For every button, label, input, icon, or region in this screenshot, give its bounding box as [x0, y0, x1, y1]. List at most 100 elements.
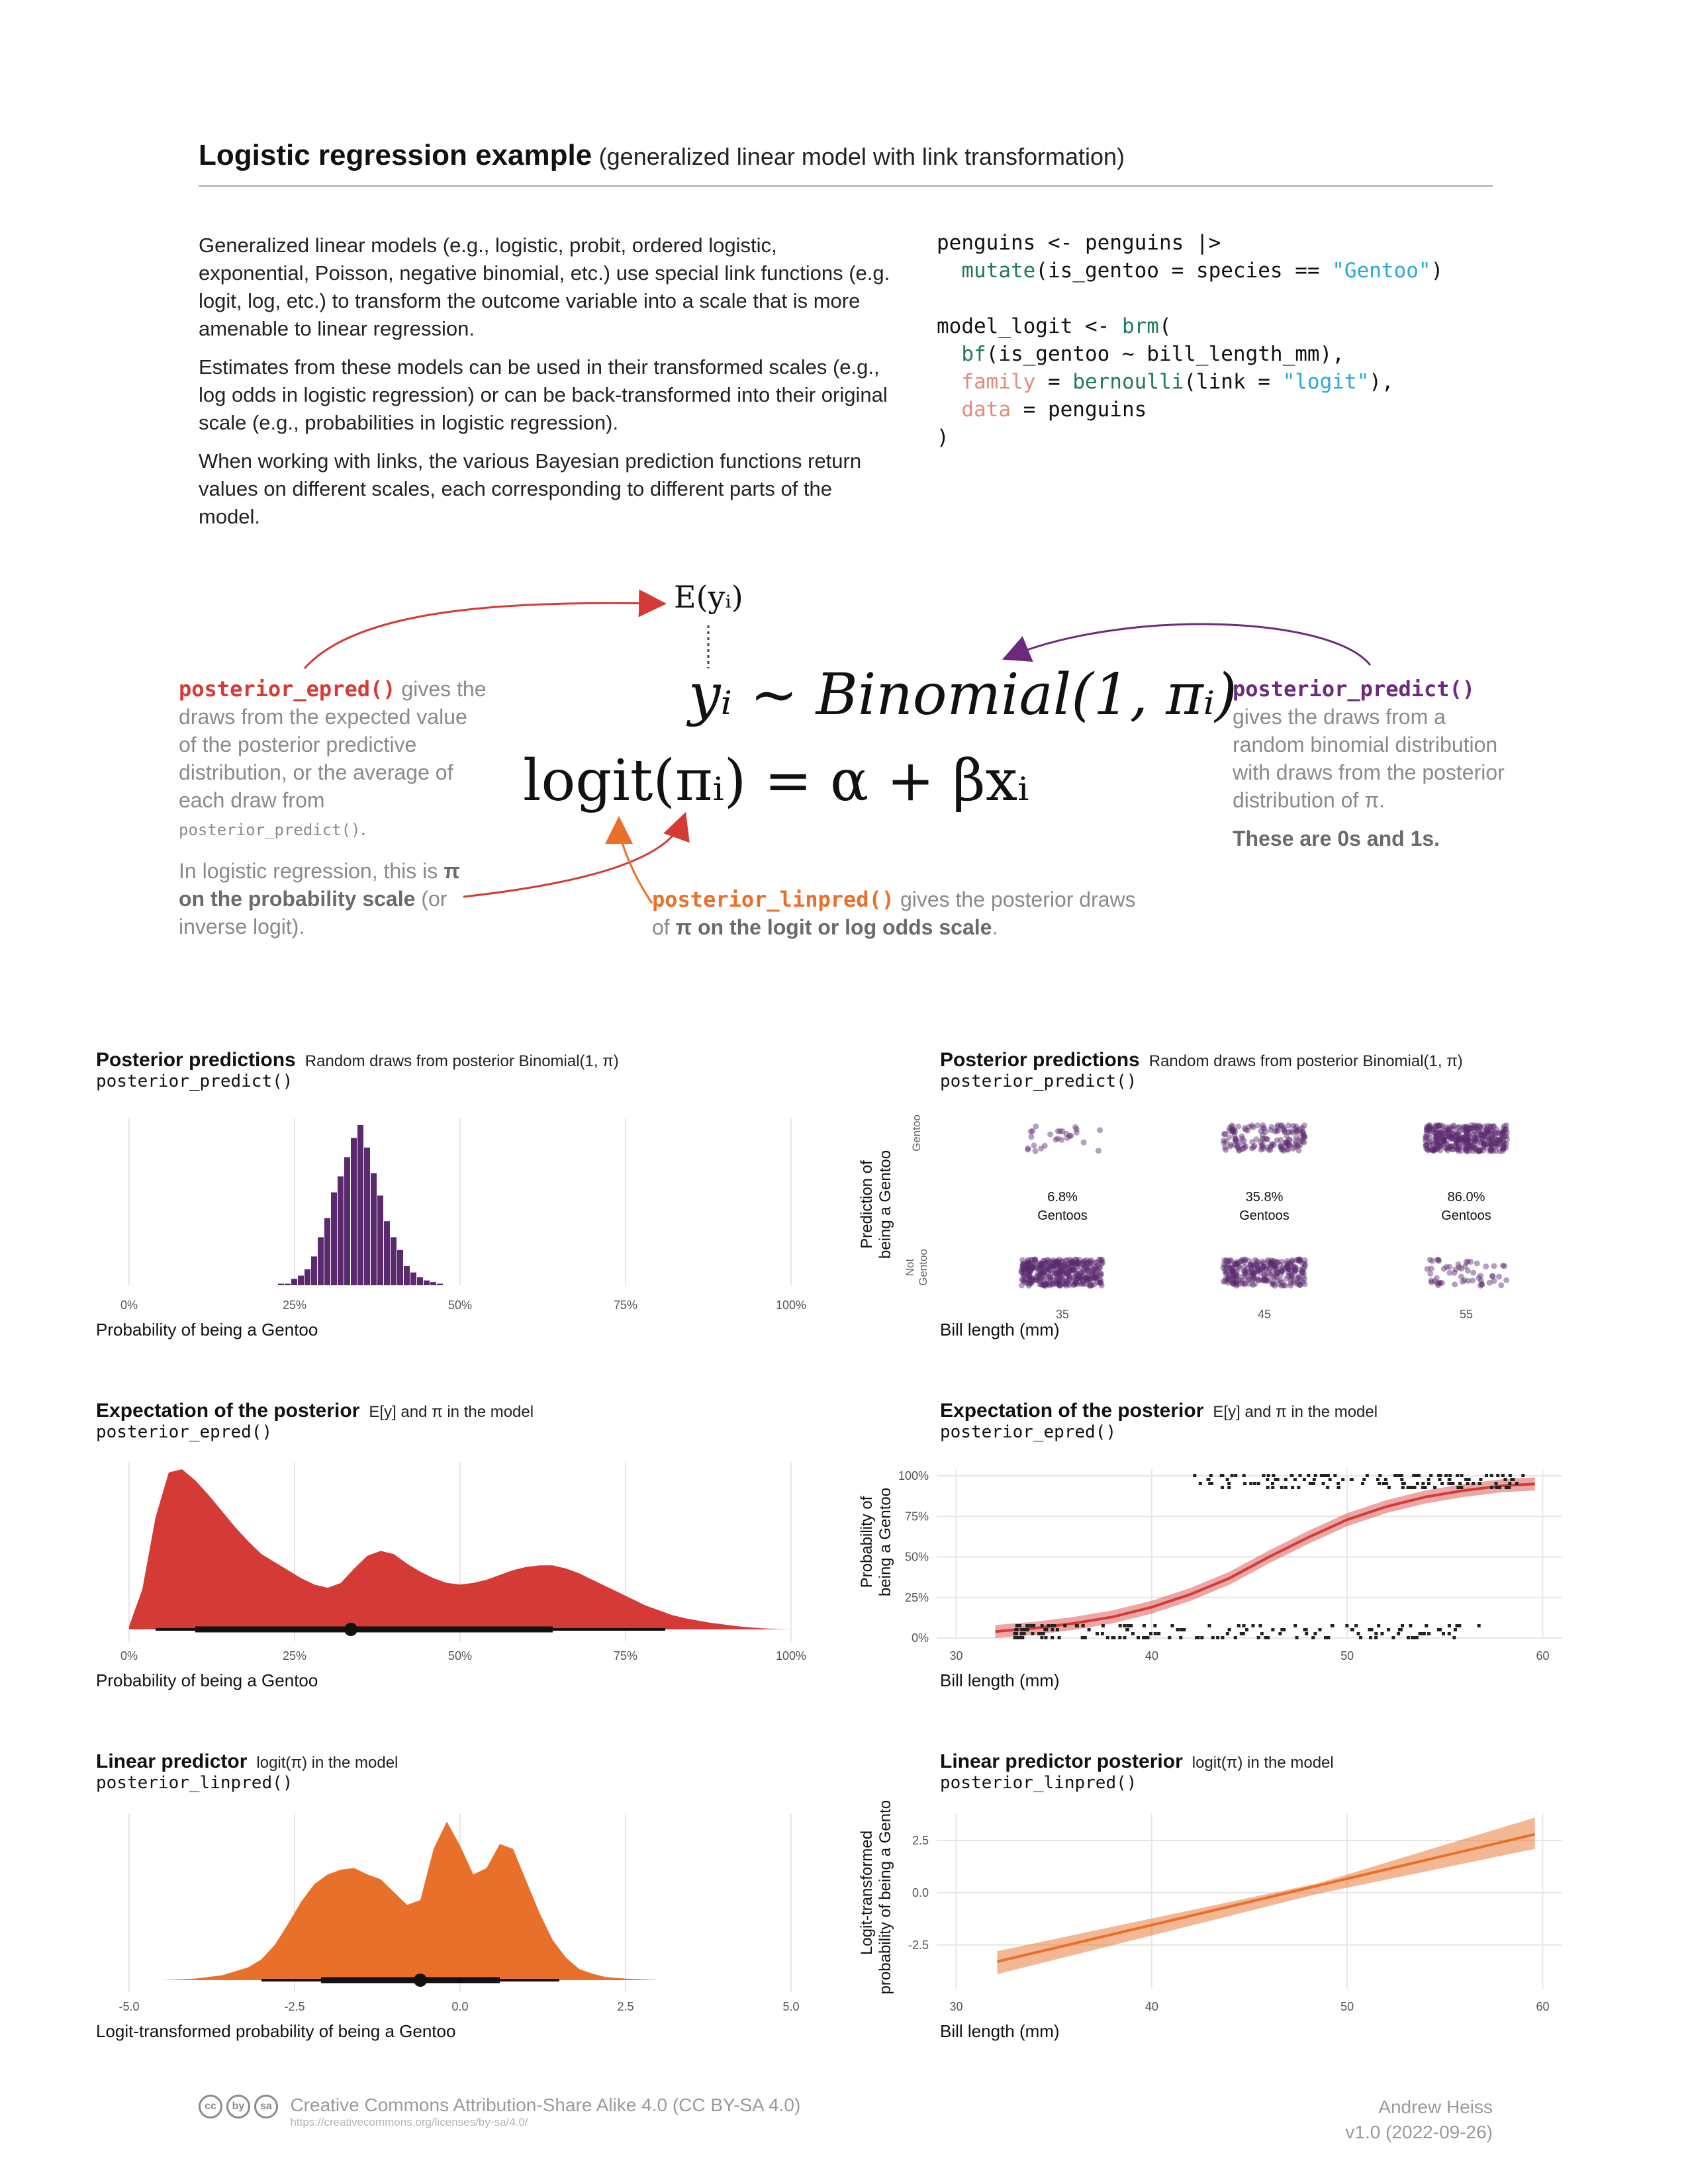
gentoo-dot [1479, 1134, 1485, 1141]
gentoo-dot [1028, 1134, 1035, 1140]
gentoo-dot [1463, 1128, 1470, 1134]
gentoo-dot [1286, 1141, 1292, 1148]
gentoo-dot [1285, 1122, 1291, 1129]
not-gentoo-dot [1056, 1282, 1062, 1289]
not-gentoo-dot [1072, 1279, 1079, 1286]
gentoo-dot [1434, 1145, 1440, 1152]
not-gentoo-dot [1051, 1262, 1058, 1269]
not-gentoo-rug-point [1447, 1632, 1451, 1635]
gentoo-dot [1433, 1133, 1440, 1140]
not-gentoo-dot [1233, 1274, 1239, 1281]
not-gentoo-dot [1033, 1273, 1040, 1280]
x-tick-label: 0% [120, 1649, 138, 1662]
y-axis-label-1: Logit-transformed [858, 1831, 876, 1955]
gentoo-dot [1293, 1123, 1299, 1130]
not-gentoo-dot [1083, 1259, 1090, 1266]
not-gentoo-dot [1090, 1267, 1096, 1274]
gentoo-rug-point [1198, 1482, 1202, 1485]
gentoo-rug-point [1456, 1474, 1460, 1477]
not-gentoo-dot [1056, 1263, 1063, 1269]
not-gentoo-dot [1082, 1275, 1089, 1281]
gentoo-dot [1260, 1122, 1266, 1128]
histogram-bar [377, 1195, 383, 1285]
not-gentoo-rug-point [1087, 1628, 1091, 1631]
gentoo-dot [1501, 1144, 1507, 1151]
not-gentoo-dot [1296, 1258, 1303, 1265]
gentoo-dot [1299, 1128, 1306, 1135]
gentoo-dot [1064, 1134, 1070, 1141]
gentoo-dot [1427, 1123, 1433, 1130]
not-gentoo-dot [1288, 1280, 1294, 1287]
gentoo-rug-point [1266, 1474, 1270, 1477]
not-gentoo-dot [1503, 1277, 1510, 1283]
not-gentoo-dot [1260, 1277, 1267, 1284]
gentoo-dot [1267, 1146, 1274, 1153]
gentoo-dot [1462, 1128, 1469, 1134]
gentoo-dot [1439, 1130, 1446, 1137]
gentoo-dot [1456, 1144, 1463, 1150]
gentoo-dot [1500, 1143, 1507, 1150]
not-gentoo-dot [1029, 1275, 1035, 1282]
not-gentoo-dot [1254, 1259, 1261, 1266]
not-gentoo-dot [1458, 1273, 1464, 1280]
gentoo-dot [1259, 1144, 1266, 1150]
not-gentoo-dot [1092, 1271, 1098, 1278]
not-gentoo-dot [1041, 1283, 1047, 1289]
panel-subtitle: Random draws from posterior Binomial(1, … [305, 1052, 619, 1070]
gentoo-dot [1427, 1146, 1434, 1153]
not-gentoo-dot [1049, 1263, 1055, 1269]
gentoo-dot [1278, 1146, 1285, 1153]
not-gentoo-dot [1074, 1275, 1081, 1282]
gentoo-dot [1453, 1143, 1460, 1150]
not-gentoo-dot [1427, 1270, 1434, 1277]
gentoo-dot [1441, 1130, 1448, 1137]
gentoo-dot [1241, 1142, 1247, 1148]
gentoo-rug-point [1298, 1474, 1302, 1477]
gentoo-dot [1423, 1124, 1430, 1130]
not-gentoo-dot [1278, 1282, 1285, 1289]
not-gentoo-rug-point [1039, 1632, 1043, 1635]
not-gentoo-dot [1051, 1279, 1057, 1286]
author-footer: Andrew Heiss v1.0 (2022-09-26) [1345, 2095, 1493, 2145]
not-gentoo-dot [1059, 1270, 1066, 1277]
not-gentoo-dot [1460, 1279, 1466, 1285]
not-gentoo-dot [1027, 1268, 1033, 1275]
gentoo-rug-point [1494, 1482, 1498, 1485]
gentoo-dot [1488, 1131, 1495, 1138]
not-gentoo-dot [1227, 1258, 1234, 1265]
not-gentoo-rug-point [1221, 1636, 1225, 1639]
not-gentoo-dot [1062, 1278, 1069, 1285]
not-gentoo-dot [1070, 1278, 1077, 1285]
gentoo-dot [1282, 1140, 1289, 1147]
not-gentoo-dot [1077, 1273, 1084, 1280]
not-gentoo-dot [1254, 1265, 1261, 1272]
not-gentoo-rug-point [1241, 1632, 1245, 1635]
gentoo-dot [1434, 1141, 1440, 1148]
panel-title: Linear predictor [96, 1751, 248, 1772]
not-gentoo-dot [1086, 1276, 1092, 1283]
license-url[interactable]: https://creativecommons.org/licenses/by-… [290, 2116, 528, 2128]
x-tick-label: 0% [120, 1298, 138, 1312]
not-gentoo-dot [1093, 1270, 1100, 1277]
gentoo-dot [1499, 1130, 1505, 1137]
gentoo-rug-point [1479, 1478, 1483, 1481]
gentoo-rug-point [1312, 1478, 1316, 1481]
gentoo-rug-point [1323, 1474, 1327, 1477]
gentoo-dot [1253, 1136, 1260, 1143]
gentoo-dot [1226, 1124, 1233, 1131]
not-gentoo-dot [1301, 1260, 1308, 1267]
not-gentoo-dot [1074, 1261, 1080, 1267]
gentoo-rug-point [1508, 1482, 1512, 1485]
gentoo-dot [1251, 1142, 1258, 1149]
gentoo-dot [1429, 1126, 1436, 1132]
not-gentoo-dot [1056, 1270, 1062, 1277]
gentoo-dot [1470, 1148, 1477, 1154]
gentoo-dot [1425, 1127, 1432, 1134]
not-gentoo-dot [1233, 1283, 1240, 1289]
gentoo-dot [1464, 1126, 1471, 1133]
gentoo-rug-point [1472, 1482, 1476, 1485]
gentoo-dot [1481, 1133, 1487, 1140]
not-gentoo-dot [1248, 1267, 1255, 1273]
not-gentoo-dot [1084, 1275, 1090, 1281]
gentoo-dot [1053, 1136, 1059, 1143]
